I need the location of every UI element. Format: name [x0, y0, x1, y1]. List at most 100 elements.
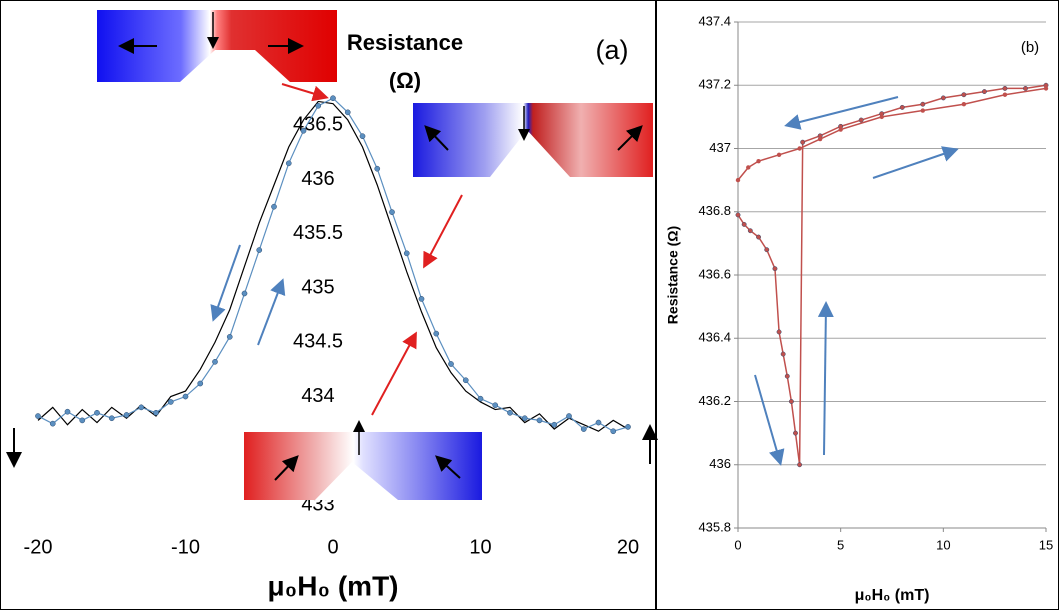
data-point — [492, 402, 499, 409]
y-tick-label: 436.2 — [698, 393, 731, 408]
inset-right — [413, 103, 653, 177]
data-point — [784, 373, 790, 379]
x-tick-label: 10 — [469, 536, 491, 558]
data-point — [776, 329, 782, 335]
data-point — [858, 117, 864, 123]
data-point — [899, 104, 905, 110]
data-point — [776, 152, 782, 158]
y-tick-label: 435.8 — [698, 519, 731, 534]
x-tick-label: 15 — [1039, 537, 1053, 552]
x-axis-title: μ₀H₀ (mT) — [267, 570, 398, 601]
series-line — [737, 87, 1047, 181]
arrows — [6, 83, 959, 468]
data-point — [108, 415, 115, 422]
y-tick-label: 437.4 — [698, 13, 731, 28]
data-point — [418, 296, 425, 302]
data-point — [182, 393, 189, 400]
data-point — [747, 228, 753, 234]
data-point — [197, 380, 204, 387]
x-axis-title: μ₀H₀ (mT) — [855, 587, 930, 604]
data-point — [1023, 85, 1028, 91]
data-point — [94, 409, 100, 416]
data-point — [153, 409, 159, 416]
data-point — [756, 234, 761, 240]
x-tick-label: -10 — [171, 536, 200, 558]
data-point — [780, 351, 786, 357]
data-point — [138, 404, 145, 411]
y-tick-label: 435.5 — [293, 222, 343, 244]
data-point — [1002, 85, 1008, 91]
x-tick-label: 20 — [617, 536, 639, 558]
inset-bottom — [244, 420, 482, 500]
data-point — [315, 102, 322, 109]
data-point — [35, 413, 41, 419]
y-tick-label: 437 — [709, 140, 731, 155]
data-point — [920, 101, 926, 107]
data-point — [961, 102, 967, 107]
data-point — [566, 413, 572, 419]
y-tick-label: 436 — [709, 456, 731, 471]
data-point — [741, 221, 747, 227]
data-point — [389, 209, 395, 215]
panel-label: (b) — [1021, 39, 1039, 56]
data-point — [536, 417, 543, 424]
data-point — [477, 395, 484, 402]
data-point — [123, 412, 130, 418]
data-point — [746, 165, 751, 170]
data-point — [271, 203, 277, 210]
data-point — [79, 417, 86, 424]
data-point — [595, 419, 602, 426]
data-point — [285, 160, 292, 167]
data-point — [241, 290, 248, 297]
data-point — [817, 136, 823, 142]
data-point — [462, 377, 469, 384]
data-point — [610, 428, 617, 435]
x-tick-label: 0 — [734, 537, 741, 552]
data-point — [226, 334, 233, 340]
data-point — [212, 358, 218, 365]
data-point — [64, 408, 71, 415]
data-point — [374, 165, 381, 172]
data-point — [344, 109, 351, 116]
data-point — [838, 127, 843, 132]
data-point — [772, 266, 778, 272]
data-point — [507, 409, 513, 416]
y-tick-label: 435 — [301, 276, 334, 298]
data-point — [551, 421, 558, 428]
x-tick-label: -20 — [24, 536, 53, 558]
y-axis-title: Resistance (Ω) — [346, 30, 464, 93]
data-point — [1002, 92, 1008, 97]
data-point — [433, 330, 440, 337]
data-point — [961, 92, 967, 98]
y-tick-label: 436.4 — [698, 330, 731, 345]
data-point — [735, 212, 741, 218]
data-point — [735, 177, 741, 183]
y-tick-label: 434.5 — [293, 331, 343, 353]
x-tick-label: 5 — [837, 537, 844, 552]
x-tick-label: 10 — [936, 537, 950, 552]
x-tick-label: 0 — [327, 536, 338, 558]
data-point — [797, 146, 802, 151]
y-tick-label: 436.6 — [698, 266, 731, 281]
data-point — [49, 420, 56, 427]
y-tick-label: 434 — [301, 385, 334, 407]
y-tick-label: 436.8 — [698, 203, 731, 218]
data-point — [625, 424, 631, 430]
data-point — [920, 108, 925, 113]
inset-top — [97, 10, 337, 82]
data-point — [981, 89, 987, 95]
data-point — [256, 247, 263, 253]
data-point — [764, 247, 770, 253]
data-point — [300, 127, 307, 134]
y-axis-title: Resistance (Ω) — [665, 226, 681, 324]
y-tick-label: 436 — [301, 168, 334, 190]
data-point — [797, 462, 803, 468]
data-point — [359, 133, 366, 140]
data-point — [521, 415, 528, 422]
panel-label: (a) — [596, 35, 629, 65]
data-point — [879, 114, 884, 120]
data-point — [167, 399, 174, 405]
